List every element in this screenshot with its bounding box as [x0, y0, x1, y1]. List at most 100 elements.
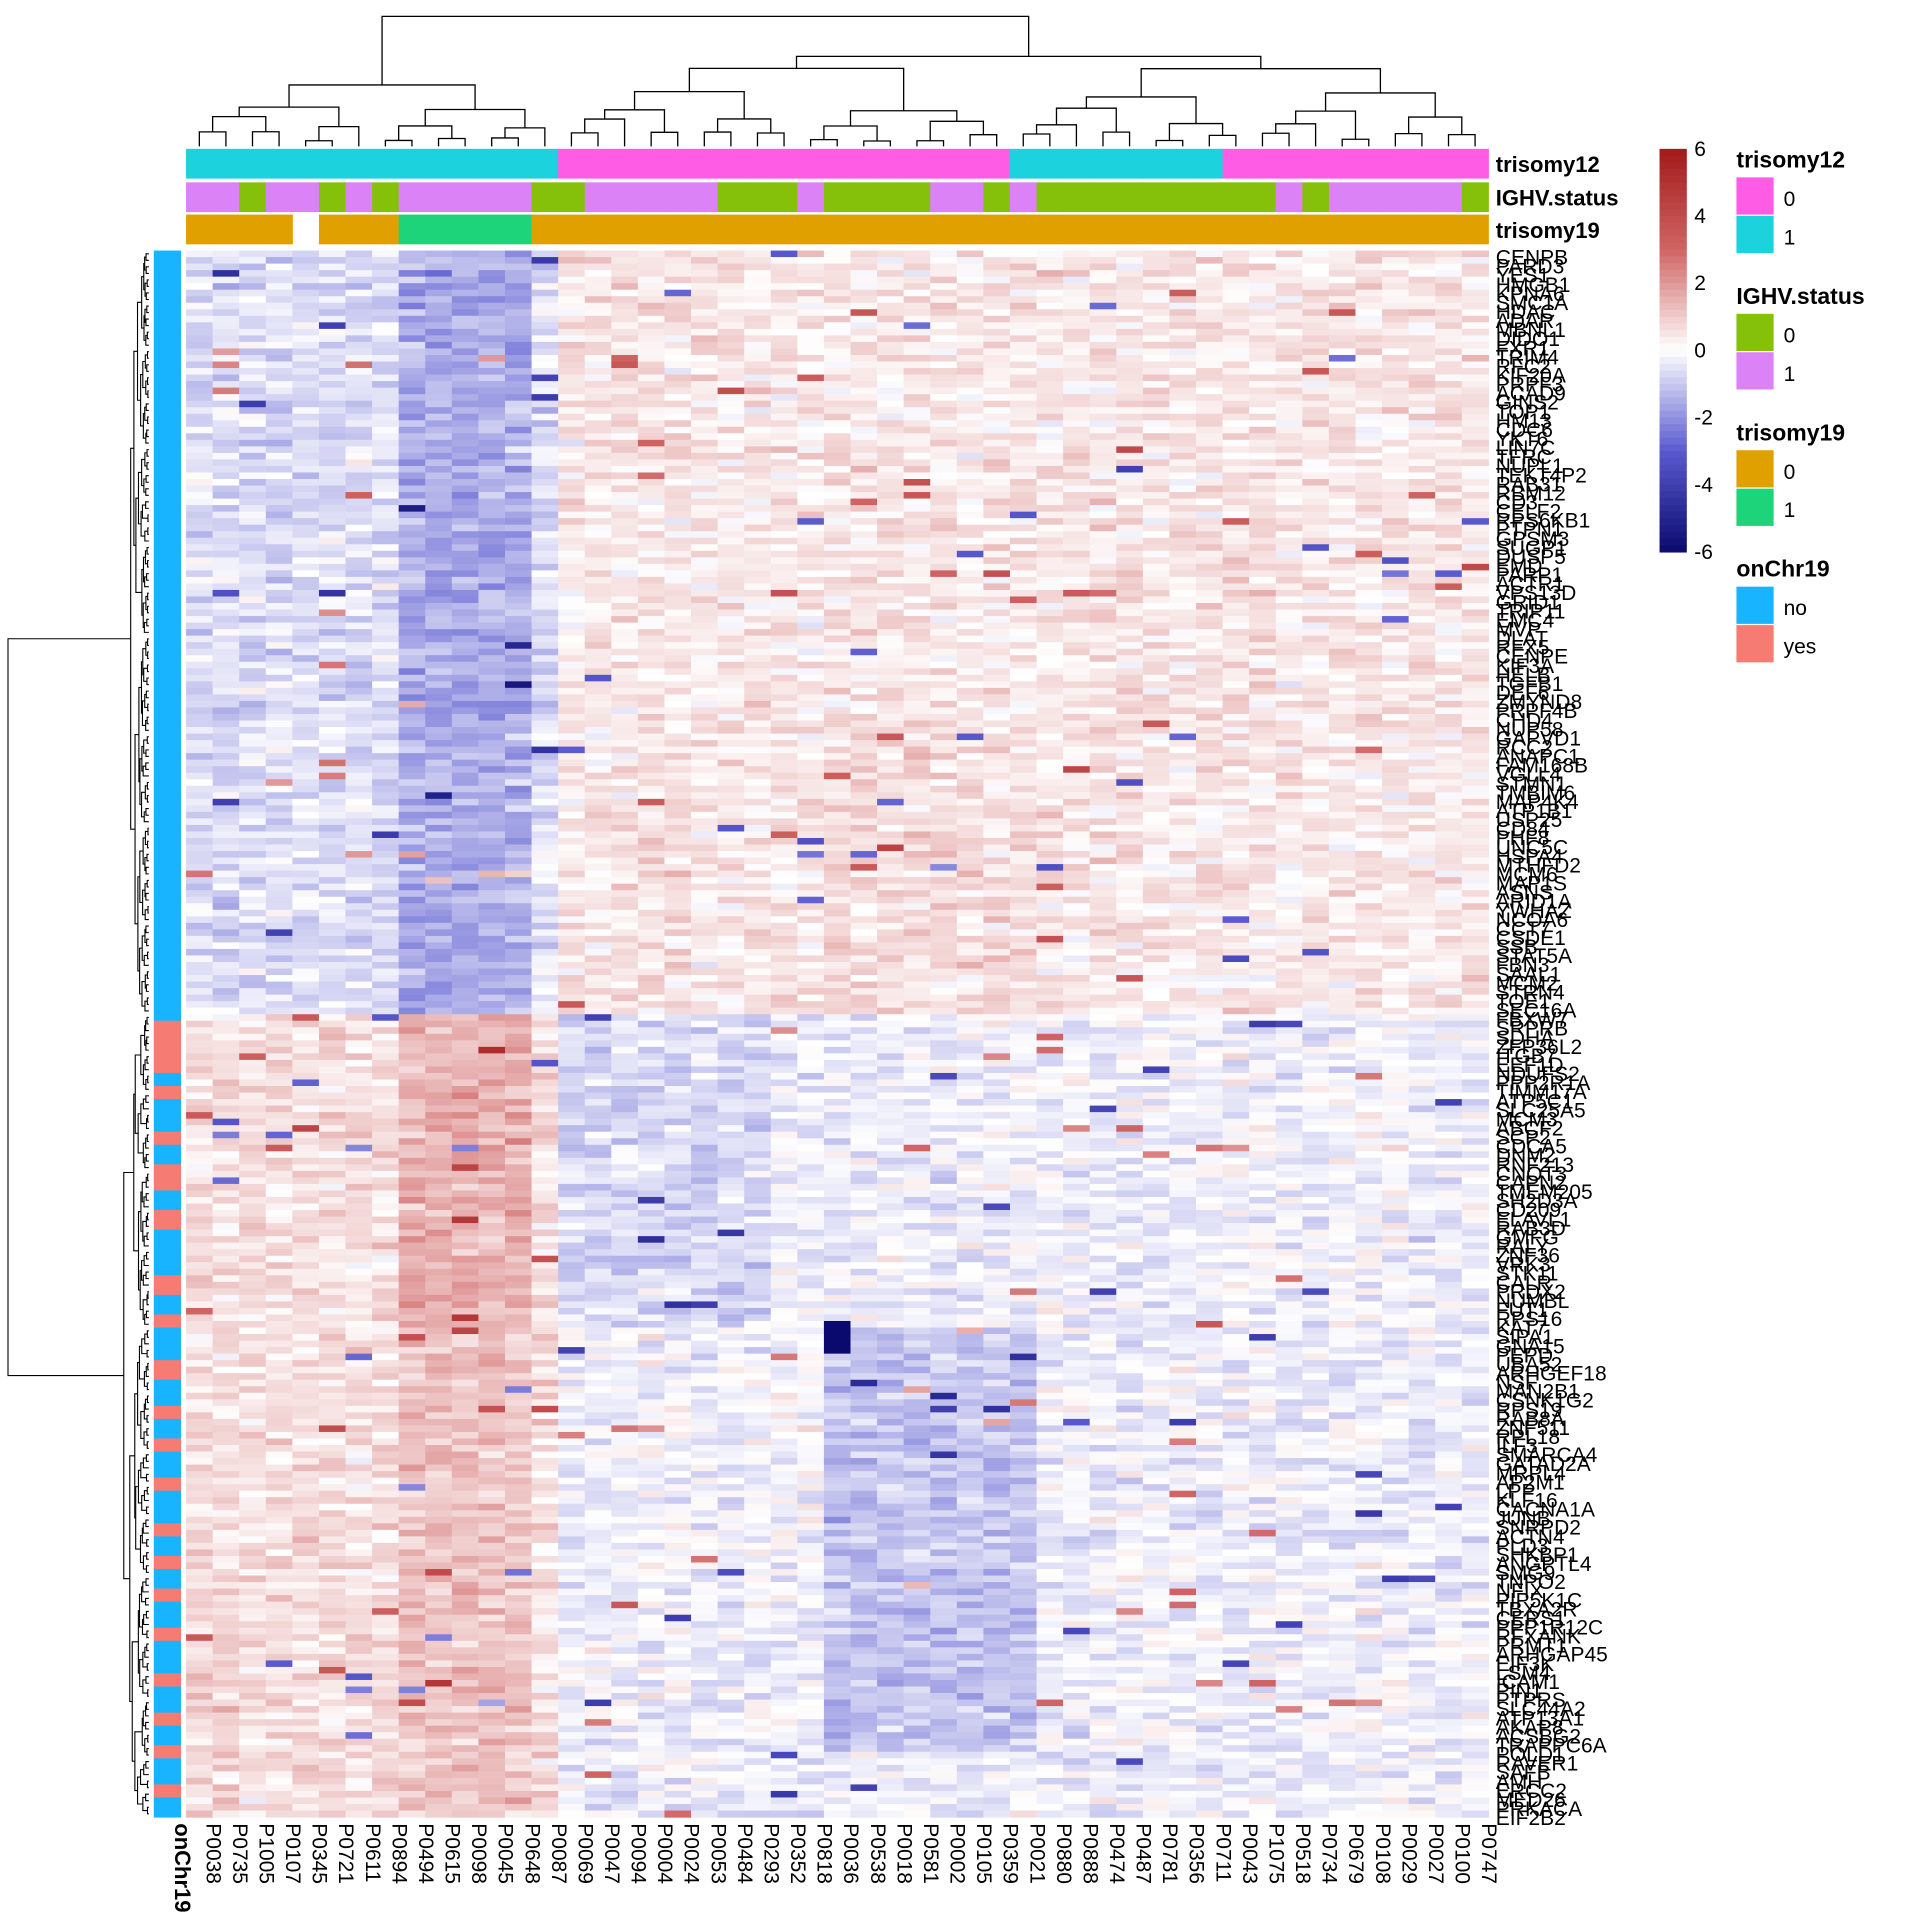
- heatmap-cell: [531, 485, 559, 493]
- heatmap-cell: [770, 283, 798, 291]
- heatmap-cell: [1196, 557, 1224, 565]
- heatmap-cell: [850, 518, 878, 526]
- heatmap-cell: [1222, 400, 1250, 408]
- heatmap-cell: [584, 557, 612, 565]
- heatmap-cell: [212, 792, 240, 800]
- heatmap-cell: [1142, 759, 1171, 767]
- heatmap-cell: [1275, 537, 1303, 545]
- heatmap-cell: [1408, 537, 1436, 545]
- heatmap-cell: [425, 576, 453, 585]
- heatmap-cell: [1142, 792, 1171, 800]
- heatmap-cell: [637, 779, 666, 787]
- heatmap-cell: [1116, 589, 1144, 598]
- heatmap-cell: [1382, 433, 1410, 441]
- heatmap-cell: [558, 655, 586, 663]
- heatmap-cell: [1063, 681, 1091, 689]
- heatmap-cell: [1355, 576, 1383, 585]
- heatmap-cell: [1328, 733, 1357, 741]
- heatmap-cell: [1169, 472, 1197, 480]
- heatmap-cell: [1222, 531, 1250, 539]
- heatmap-cell: [1249, 341, 1277, 350]
- heatmap-cell: [877, 257, 905, 265]
- heatmap-cell: [425, 570, 453, 578]
- heatmap-cell: [212, 485, 240, 493]
- heatmap-cell: [1222, 759, 1250, 767]
- heatmap-cell: [1169, 263, 1197, 271]
- heatmap-cell: [1222, 661, 1250, 669]
- heatmap-cell: [531, 452, 559, 461]
- heatmap-cell: [797, 818, 825, 826]
- heatmap-cell: [877, 315, 905, 323]
- heatmap-cell: [292, 589, 320, 598]
- heatmap-cell: [1275, 263, 1303, 271]
- row-annotation-cell: [153, 622, 182, 630]
- heatmap-cell: [345, 779, 373, 787]
- dendrogram-branch: [145, 432, 149, 444]
- heatmap-cell: [1089, 603, 1117, 611]
- heatmap-cell: [1355, 426, 1383, 434]
- heatmap-cell: [478, 798, 506, 806]
- heatmap-cell: [1089, 550, 1117, 558]
- heatmap-cell: [1222, 302, 1250, 310]
- heatmap-cell: [212, 439, 240, 447]
- heatmap-cell: [1435, 426, 1463, 434]
- heatmap-cell: [1169, 459, 1197, 467]
- heatmap-cell: [425, 446, 453, 454]
- heatmap-cell: [345, 570, 373, 578]
- heatmap-cell: [717, 720, 745, 728]
- heatmap-cell: [1063, 478, 1091, 487]
- heatmap-cell: [1089, 798, 1117, 806]
- heatmap-cell: [478, 420, 506, 428]
- heatmap-cell: [956, 341, 984, 350]
- heatmap-cell: [372, 694, 400, 702]
- heatmap-cell: [850, 531, 878, 539]
- heatmap-cell: [1009, 707, 1038, 715]
- heatmap-cell: [1302, 589, 1330, 598]
- heatmap-cell: [1009, 818, 1038, 826]
- heatmap-cell: [903, 740, 931, 748]
- heatmap-cell: [186, 811, 214, 820]
- heatmap-cell: [212, 766, 240, 774]
- heatmap-cell: [1089, 596, 1117, 604]
- heatmap-cell: [1196, 511, 1224, 519]
- dendrogram-branch: [863, 140, 892, 147]
- heatmap-cell: [1382, 589, 1410, 598]
- heatmap-cell: [1382, 498, 1410, 506]
- heatmap-cell: [956, 289, 984, 297]
- heatmap-cell: [558, 537, 586, 545]
- heatmap-cell: [1142, 596, 1171, 604]
- heatmap-cell: [664, 668, 692, 676]
- heatmap-cell: [1382, 544, 1410, 552]
- heatmap-cell: [611, 811, 639, 820]
- heatmap-cell: [1036, 713, 1064, 722]
- heatmap-cell: [903, 792, 931, 800]
- heatmap-cell: [1142, 289, 1171, 297]
- heatmap-cell: [956, 544, 984, 552]
- heatmap-cell: [504, 674, 533, 682]
- heatmap-cell: [770, 387, 798, 395]
- heatmap-cell: [531, 792, 559, 800]
- heatmap-cell: [1275, 309, 1303, 317]
- heatmap-cell: [318, 361, 347, 369]
- heatmap-cell: [1355, 766, 1383, 774]
- heatmap-cell: [1089, 687, 1117, 695]
- heatmap-cell: [797, 642, 825, 650]
- heatmap-cell: [823, 354, 852, 363]
- heatmap-cell: [1408, 805, 1436, 813]
- heatmap-cell: [770, 400, 798, 408]
- heatmap-cell: [717, 818, 745, 826]
- heatmap-cell: [1435, 446, 1463, 454]
- heatmap-cell: [797, 727, 825, 735]
- heatmap-cell: [637, 805, 666, 813]
- heatmap-cell: [1328, 576, 1357, 585]
- heatmap-cell: [1116, 302, 1144, 310]
- annotation-cell-IGHV.status: [1328, 182, 1356, 213]
- heatmap-cell: [1302, 694, 1330, 702]
- heatmap-cell: [1435, 766, 1463, 774]
- heatmap-cell: [930, 713, 958, 722]
- heatmap-cell: [823, 622, 852, 630]
- annotation-cell-trisomy19: [717, 214, 745, 245]
- heatmap-cell: [398, 283, 426, 291]
- dendrogram-branch: [1341, 138, 1370, 147]
- heatmap-cell: [797, 394, 825, 402]
